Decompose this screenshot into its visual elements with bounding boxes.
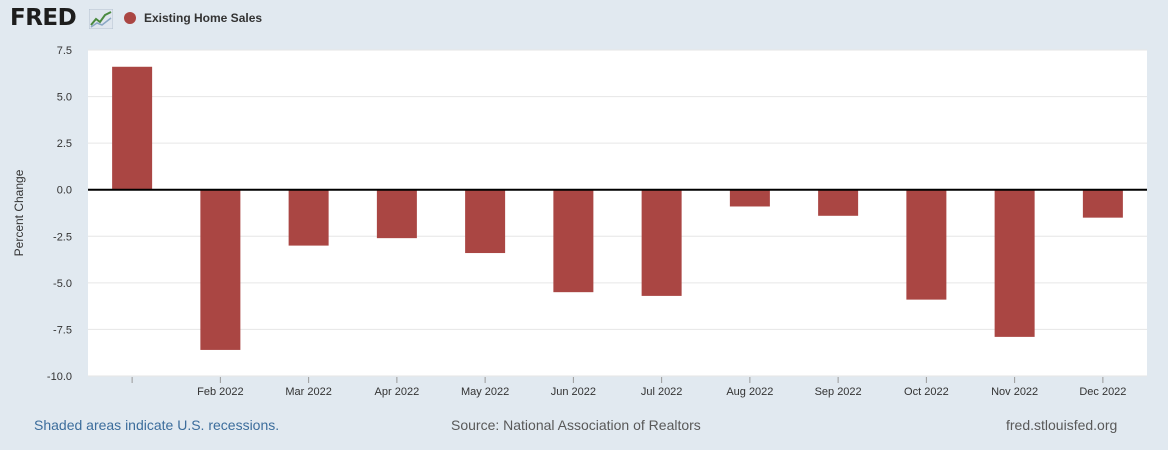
y-tick-label: -7.5 <box>53 324 72 336</box>
x-tick-label: Mar 2022 <box>285 386 331 398</box>
y-tick-label: -10.0 <box>47 371 72 383</box>
tick-labels: 7.5 5.0 2.5 0.0 -2.5 -5.0 -7.5 -10.0 Feb 2022 Mar… <box>47 45 1127 398</box>
bar <box>553 189 594 293</box>
fred-logo[interactable]: FRED <box>10 5 77 31</box>
bar <box>729 189 770 207</box>
x-tick-label: Feb 2022 <box>197 386 243 398</box>
legend-marker <box>124 12 136 24</box>
y-tick-label: 0.0 <box>57 185 72 197</box>
x-tick-label: Jul 2022 <box>641 386 683 398</box>
bar <box>818 189 859 216</box>
bar <box>288 189 329 246</box>
gridlines <box>88 49 1147 377</box>
bars <box>112 66 1123 350</box>
x-tick-label: Oct 2022 <box>904 386 949 398</box>
x-tick-label: Jun 2022 <box>551 386 596 398</box>
chart-header: FRED Existing Home Sales <box>0 0 1168 40</box>
source-note: Source: National Association of Realtors <box>451 417 701 433</box>
bar <box>1082 189 1123 218</box>
y-axis-title: Percent Change <box>12 169 26 256</box>
bar <box>465 189 506 254</box>
plot-area <box>88 50 1147 376</box>
site-link[interactable]: fred.stlouisfed.org <box>1006 417 1118 433</box>
x-tick-label: Apr 2022 <box>375 386 420 398</box>
x-tick-label: May 2022 <box>461 386 509 398</box>
x-tick-label: Aug 2022 <box>726 386 773 398</box>
y-tick-label: 5.0 <box>57 92 72 104</box>
y-tick-label: 2.5 <box>57 138 72 150</box>
bar <box>200 189 241 350</box>
bar <box>906 189 947 300</box>
y-tick-label: -5.0 <box>53 278 72 290</box>
axes <box>88 188 1147 383</box>
bar <box>112 66 153 190</box>
legend-label: Existing Home Sales <box>144 11 263 25</box>
x-tick-label: Dec 2022 <box>1079 386 1126 398</box>
x-tick-label: Nov 2022 <box>991 386 1038 398</box>
bar <box>994 189 1035 337</box>
y-tick-label: 7.5 <box>57 45 72 57</box>
bar <box>376 189 417 239</box>
fred-graph-icon <box>89 9 113 29</box>
bar <box>641 189 682 296</box>
y-tick-label: -2.5 <box>53 231 72 243</box>
recession-note[interactable]: Shaded areas indicate U.S. recessions. <box>34 417 280 433</box>
x-tick-label: Sep 2022 <box>815 386 862 398</box>
bar-chart: 7.5 5.0 2.5 0.0 -2.5 -5.0 -7.5 -10.0 Feb 2022 Mar… <box>12 45 1147 398</box>
